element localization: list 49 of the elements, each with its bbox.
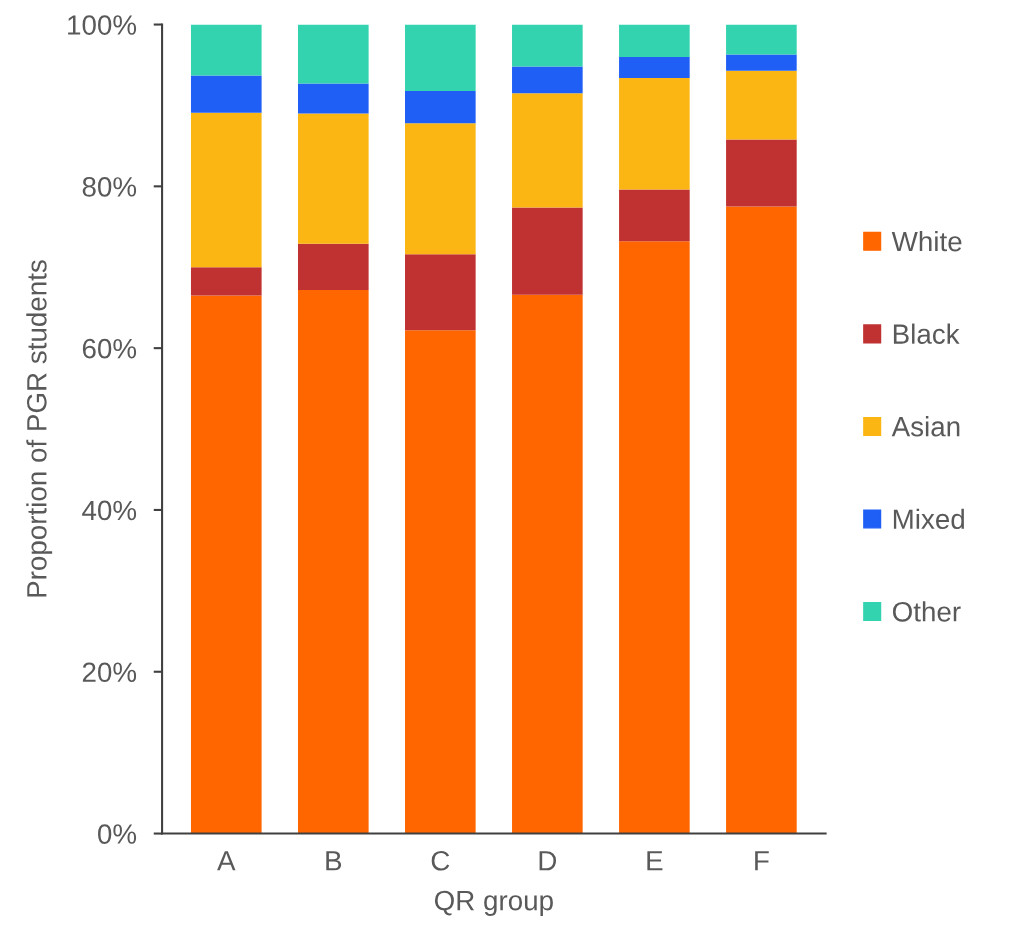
legend-label: Mixed bbox=[893, 508, 964, 530]
bar bbox=[619, 24, 690, 57]
bar bbox=[512, 93, 583, 208]
y-tick-label: 20% bbox=[82, 662, 137, 683]
bar bbox=[512, 294, 583, 834]
bar bbox=[190, 295, 262, 834]
bar bbox=[405, 90, 476, 124]
bar bbox=[190, 24, 262, 76]
bar bbox=[619, 189, 690, 242]
bar bbox=[512, 66, 583, 94]
bar bbox=[619, 241, 690, 834]
bar bbox=[512, 207, 583, 295]
x-tick-label: C bbox=[431, 850, 450, 871]
bar bbox=[619, 77, 690, 190]
bar bbox=[726, 24, 797, 55]
x-tick-label: A bbox=[217, 851, 236, 871]
bar bbox=[297, 113, 369, 244]
bar bbox=[297, 83, 369, 114]
y-tick-label: 0% bbox=[98, 824, 137, 844]
y-axis-title: Proportion of PGR students bbox=[26, 260, 53, 597]
x-axis-title: QR group bbox=[434, 890, 553, 916]
bar bbox=[190, 112, 262, 268]
bar bbox=[190, 75, 262, 113]
bar bbox=[405, 254, 476, 331]
bar bbox=[405, 330, 476, 834]
legend-label: Black bbox=[893, 323, 960, 344]
bar bbox=[726, 139, 797, 207]
y-tick-label: 40% bbox=[82, 500, 137, 521]
x-tick-label: F bbox=[755, 851, 769, 871]
bar bbox=[726, 70, 797, 140]
bar bbox=[190, 267, 262, 296]
bar bbox=[297, 243, 369, 290]
x-tick-label: B bbox=[326, 851, 342, 871]
legend-label: Other bbox=[892, 601, 961, 622]
legend-label: Asian bbox=[891, 416, 960, 437]
y-tick-label: 60% bbox=[82, 338, 137, 359]
bar bbox=[619, 56, 690, 78]
bar bbox=[405, 24, 476, 91]
y-tick-label: 100% bbox=[68, 15, 137, 35]
bar bbox=[726, 206, 797, 834]
bar bbox=[297, 289, 369, 834]
y-tick-label: 80% bbox=[82, 177, 137, 197]
x-tick-label: E bbox=[647, 851, 663, 871]
bar bbox=[297, 24, 369, 84]
x-tick-label: D bbox=[539, 851, 557, 871]
bar bbox=[512, 24, 583, 67]
legend-label: White bbox=[891, 230, 962, 252]
bar bbox=[726, 54, 797, 71]
bar bbox=[405, 123, 476, 255]
